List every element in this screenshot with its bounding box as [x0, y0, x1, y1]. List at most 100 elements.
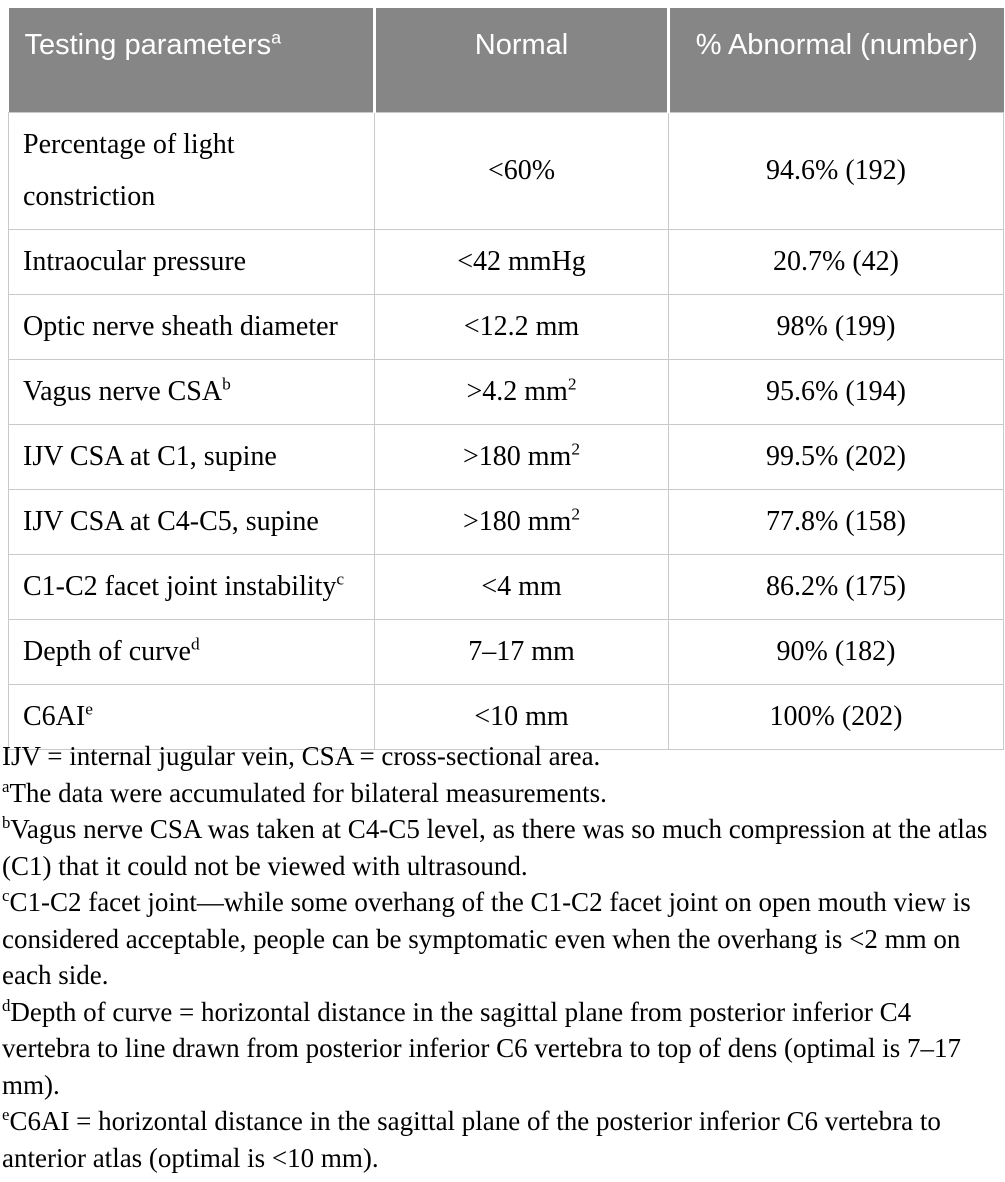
parameter-footnote-marker: c — [336, 569, 345, 589]
table-row: Vagus nerve CSAb >4.2 mm2 95.6% (194) — [8, 358, 1004, 425]
abnormal-value: 86.2% (175) — [766, 570, 906, 602]
header-percent-abnormal-label: % Abnormal (number) — [695, 29, 978, 61]
parameter-cell: Optic nerve sheath diameter — [8, 293, 375, 360]
normal-value: 7–17 mm — [468, 635, 575, 667]
parameter-label: Depth of curve — [23, 635, 191, 667]
normal-value-cell: <4 mm — [374, 553, 669, 620]
abnormal-value-cell: 20.7% (42) — [668, 228, 1004, 295]
normal-value-cell: <10 mm — [374, 683, 669, 750]
parameter-cell: Intraocular pressure — [8, 228, 375, 295]
footnote-marker: e — [2, 1105, 10, 1124]
parameter-cell: IJV CSA at C4-C5, supine — [8, 488, 375, 555]
testing-parameters-table: Testing parametersa Normal % Abnormal (n… — [8, 8, 1004, 750]
footnote-marker: b — [2, 813, 11, 832]
footnote-text: C6AI = horizontal distance in the sagitt… — [2, 1106, 941, 1173]
footnote-marker: a — [2, 776, 10, 796]
parameter-label: Intraocular pressure — [23, 245, 247, 277]
table-row: Depth of curved 7–17 mm 90% (182) — [8, 618, 1004, 685]
footnote: aThe data were accumulated for bilateral… — [2, 775, 1002, 812]
normal-value-cell: >180 mm2 — [374, 423, 669, 490]
parameter-label: IJV CSA at C4-C5, supine — [23, 505, 319, 537]
parameter-cell: C6AIe — [8, 683, 375, 750]
parameter-label: Percentage of light constriction — [23, 128, 235, 212]
abnormal-value-cell: 94.6% (192) — [668, 111, 1004, 230]
abnormal-value: 99.5% (202) — [766, 440, 906, 472]
footnote-text: C1-C2 facet joint—while some overhang of… — [2, 887, 971, 990]
abnormal-value: 100% (202) — [769, 700, 903, 732]
table-row: C6AIe <10 mm 100% (202) — [8, 683, 1004, 750]
table-row: Intraocular pressure <42 mmHg 20.7% (42) — [8, 228, 1004, 295]
parameter-cell: Depth of curved — [8, 618, 375, 685]
footnote-text: The data were accumulated for bilateral … — [9, 777, 607, 808]
normal-value-cell: <12.2 mm — [374, 293, 669, 360]
normal-value-cell: <42 mmHg — [374, 228, 669, 295]
parameter-cell: Vagus nerve CSAb — [8, 358, 375, 425]
footnote: bVagus nerve CSA was taken at C4-C5 leve… — [2, 811, 1002, 884]
normal-value: >180 mm — [462, 505, 572, 537]
header-testing-parameters: Testing parametersa — [8, 8, 376, 112]
normal-value: >180 mm — [462, 440, 572, 472]
abnormal-value-cell: 100% (202) — [668, 683, 1004, 750]
table-row: C1-C2 facet joint instabilityc <4 mm 86.… — [8, 553, 1004, 620]
normal-value: <12.2 mm — [463, 310, 580, 342]
normal-value: <10 mm — [474, 700, 569, 732]
parameter-cell: C1-C2 facet joint instabilityc — [8, 553, 375, 620]
parameter-label: C1-C2 facet joint instability — [23, 570, 337, 602]
table-footnotes: IJV = internal jugular vein, CSA = cross… — [2, 738, 1002, 1176]
abnormal-value-cell: 77.8% (158) — [668, 488, 1004, 555]
abnormal-value-cell: 90% (182) — [668, 618, 1004, 685]
normal-value-exponent: 2 — [571, 504, 581, 524]
normal-value-cell: >180 mm2 — [374, 488, 669, 555]
header-testing-parameters-label: Testing parameters — [24, 29, 272, 61]
table-header: Testing parametersa Normal % Abnormal (n… — [8, 8, 1004, 112]
footnote: IJV = internal jugular vein, CSA = cross… — [2, 738, 1002, 775]
parameter-cell: IJV CSA at C1, supine — [8, 423, 375, 490]
footnote-text: Vagus nerve CSA was taken at C4-C5 level… — [2, 814, 988, 881]
abnormal-value-cell: 95.6% (194) — [668, 358, 1004, 425]
footnote: cC1-C2 facet joint—while some overhang o… — [2, 884, 1002, 994]
table-body: Percentage of light constriction <60% 94… — [8, 111, 1004, 750]
footnote: eC6AI = horizontal distance in the sagit… — [2, 1103, 1002, 1176]
abnormal-value-cell: 86.2% (175) — [668, 553, 1004, 620]
footnote-text: IJV = internal jugular vein, CSA = cross… — [2, 741, 601, 771]
abnormal-value: 77.8% (158) — [766, 505, 906, 537]
header-footnote-marker-a: a — [271, 27, 282, 48]
parameter-label: C6AI — [23, 700, 86, 732]
footnote-marker: c — [2, 886, 10, 905]
parameter-footnote-marker: b — [222, 374, 231, 394]
abnormal-value: 98% (199) — [776, 310, 896, 342]
footnote: dDepth of curve = horizontal distance in… — [2, 994, 1002, 1104]
normal-value-cell: <60% — [374, 111, 669, 230]
table-row: Percentage of light constriction <60% 94… — [8, 111, 1004, 230]
normal-value-exponent: 2 — [567, 374, 577, 394]
parameter-label: Optic nerve sheath diameter — [23, 310, 338, 342]
table-row: Optic nerve sheath diameter <12.2 mm 98%… — [8, 293, 1004, 360]
abnormal-value-cell: 98% (199) — [668, 293, 1004, 360]
table-row: IJV CSA at C4-C5, supine >180 mm2 77.8% … — [8, 488, 1004, 555]
abnormal-value: 90% (182) — [776, 635, 896, 667]
parameter-footnote-marker: e — [85, 699, 93, 719]
abnormal-value: 94.6% (192) — [766, 154, 906, 186]
normal-value: <60% — [487, 154, 556, 186]
header-normal: Normal — [374, 8, 670, 112]
abnormal-value: 20.7% (42) — [773, 245, 899, 277]
parameter-footnote-marker: d — [190, 634, 200, 654]
parameter-label: IJV CSA at C1, supine — [23, 440, 277, 472]
normal-value-cell: 7–17 mm — [374, 618, 669, 685]
normal-value: >4.2 mm — [466, 375, 568, 407]
header-normal-label: Normal — [474, 29, 569, 61]
normal-value: <4 mm — [481, 570, 562, 602]
abnormal-value: 95.6% (194) — [766, 375, 906, 407]
normal-value-exponent: 2 — [571, 439, 581, 459]
normal-value-cell: >4.2 mm2 — [374, 358, 669, 425]
parameter-label: Vagus nerve CSA — [23, 375, 223, 407]
header-row: Testing parametersa Normal % Abnormal (n… — [8, 8, 1004, 112]
footnote-marker: d — [2, 995, 11, 1015]
abnormal-value-cell: 99.5% (202) — [668, 423, 1004, 490]
header-percent-abnormal: % Abnormal (number) — [668, 8, 1004, 112]
parameter-cell: Percentage of light constriction — [8, 111, 375, 230]
footnote-text: Depth of curve = horizontal distance in … — [2, 996, 961, 1100]
table-row: IJV CSA at C1, supine >180 mm2 99.5% (20… — [8, 423, 1004, 490]
normal-value: <42 mmHg — [457, 245, 586, 277]
